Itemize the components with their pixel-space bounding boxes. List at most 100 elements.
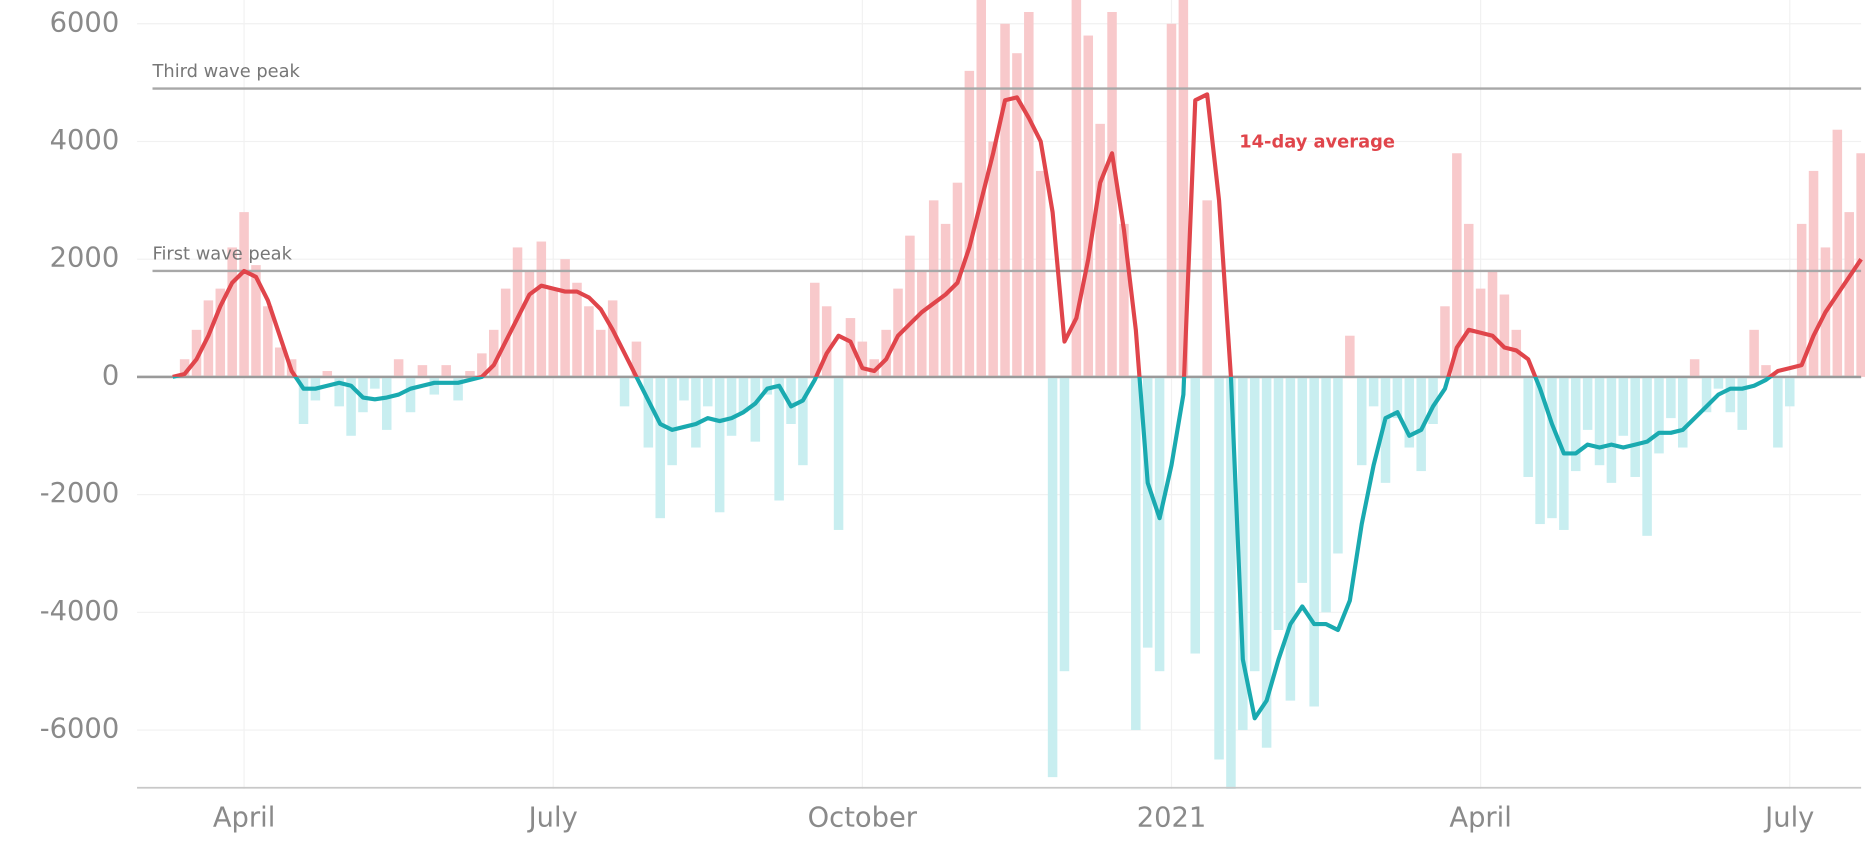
x-tick-label: July — [527, 803, 578, 834]
daily-bar — [1345, 335, 1355, 377]
y-tick-label: -4000 — [40, 596, 119, 627]
daily-bar — [1428, 376, 1438, 424]
daily-bar — [1261, 376, 1272, 748]
daily-bar — [833, 376, 844, 530]
daily-bar — [1761, 365, 1771, 377]
daily-bar — [548, 288, 558, 377]
daily-bar — [1297, 376, 1308, 583]
daily-bar — [1131, 376, 1141, 731]
daily-bar — [1273, 376, 1284, 630]
daily-bar — [1606, 376, 1617, 483]
daily-bar — [679, 376, 689, 401]
daily-bar — [596, 329, 606, 377]
daily-bar — [1856, 153, 1865, 377]
daily-bar — [940, 223, 951, 377]
daily-bar — [1178, 0, 1189, 377]
daily-bar — [1487, 270, 1498, 377]
daily-bar — [500, 288, 511, 377]
daily-bar — [1499, 294, 1510, 377]
daily-bar — [928, 200, 939, 377]
daily-bar — [1380, 376, 1391, 483]
daily-bar — [489, 329, 499, 377]
daily-bar — [976, 0, 987, 377]
daily-bar — [1725, 376, 1736, 413]
daily-bar — [1463, 223, 1474, 377]
daily-bar — [1309, 376, 1319, 707]
daily-bar — [1095, 123, 1105, 377]
line-positive — [172, 92, 1863, 377]
daily-bar — [1773, 376, 1783, 448]
daily-bar — [1119, 223, 1129, 377]
daily-bar — [1214, 376, 1224, 760]
daily-bar — [703, 376, 713, 407]
daily-bar — [441, 365, 451, 377]
daily-bar — [1202, 200, 1212, 377]
daily-bar — [810, 282, 820, 377]
daily-bar — [215, 288, 226, 377]
daily-bar — [1701, 376, 1712, 413]
daily-bar — [1154, 376, 1165, 672]
daily-bar — [1333, 376, 1343, 554]
daily-bar — [1226, 376, 1236, 789]
daily-bar — [750, 376, 761, 442]
daily-bar — [417, 365, 428, 377]
line-negative — [172, 376, 1774, 721]
daily-bar — [1440, 306, 1450, 377]
daily-bar — [1071, 0, 1082, 377]
daily-bar — [1547, 376, 1557, 519]
daily-bar — [1285, 376, 1296, 701]
daily-bar — [1582, 376, 1593, 430]
daily-bar — [179, 359, 190, 377]
daily-bar — [1785, 376, 1795, 407]
daily-bar — [251, 265, 261, 377]
daily-bar — [465, 371, 475, 377]
daily-bar — [845, 318, 856, 377]
daily-bar — [1166, 23, 1177, 377]
daily-bar — [643, 376, 654, 448]
daily-bar — [393, 359, 404, 377]
daily-bar — [584, 306, 594, 377]
daily-bar — [1713, 376, 1724, 389]
daily-bar — [798, 376, 808, 466]
daily-bar — [988, 141, 998, 377]
daily-bar — [905, 235, 915, 377]
daily-bar — [893, 288, 903, 377]
daily-bar — [1689, 359, 1700, 377]
daily-bar — [572, 282, 582, 377]
line-annotation: 14-day average — [1239, 132, 1395, 153]
daily-bar — [1238, 376, 1248, 731]
daily-bar — [1035, 170, 1046, 377]
daily-bar — [453, 376, 463, 401]
daily-bar — [263, 306, 273, 377]
daily-bar — [1012, 53, 1022, 377]
daily-bar — [1059, 376, 1070, 672]
daily-bar — [560, 259, 570, 377]
x-tick-label: April — [213, 803, 275, 834]
daily-bar — [881, 329, 891, 377]
daily-bar — [477, 353, 487, 377]
daily-bar — [191, 329, 202, 377]
reference-label: First wave peak — [153, 243, 293, 264]
daily-bar — [1000, 23, 1010, 377]
daily-bar — [358, 376, 368, 413]
y-tick-label: 6000 — [50, 7, 120, 38]
x-tick-label: October — [808, 803, 918, 834]
daily-bar — [1511, 329, 1522, 377]
daily-bar — [1844, 212, 1854, 377]
daily-bar — [857, 341, 868, 377]
daily-bar — [619, 376, 630, 407]
daily-bar — [1737, 376, 1747, 430]
daily-bar — [298, 376, 309, 424]
daily-bar — [1368, 376, 1379, 407]
daily-bar — [1047, 376, 1058, 778]
daily-bar — [1749, 329, 1759, 377]
daily-bar — [1416, 376, 1426, 472]
daily-bar — [726, 376, 737, 436]
daily-bar — [346, 376, 356, 436]
daily-bar — [964, 70, 975, 377]
y-tick-label: 0 — [102, 360, 119, 391]
daily-bar — [1796, 223, 1807, 377]
daily-bar — [1142, 376, 1153, 648]
